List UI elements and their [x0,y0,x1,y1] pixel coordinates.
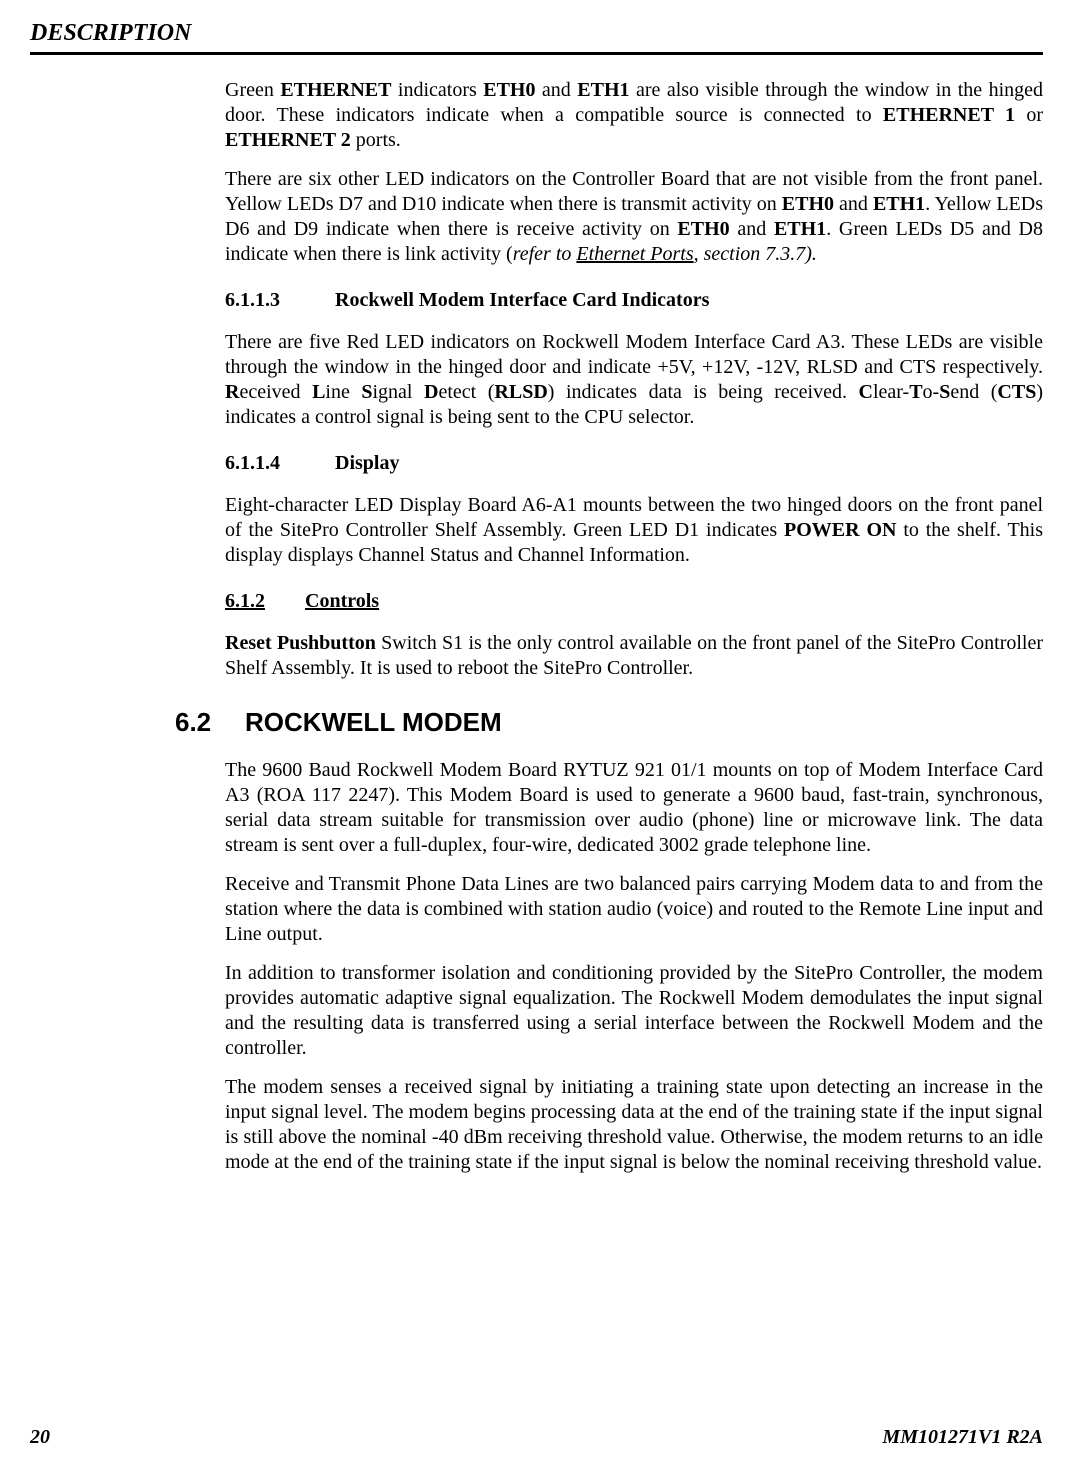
text: end ( [950,381,997,403]
text: ) indicates data is being received. [548,381,859,403]
term-eth0: ETH0 [782,193,834,215]
text: and [535,79,577,101]
term-rlsd: RLSD [494,381,547,403]
text: ignal [373,381,425,403]
header-rule [30,52,1043,55]
heading-text: Display [335,452,399,474]
term-eth0: ETH0 [677,218,729,240]
heading-text: ROCKWELL MODEM [245,707,502,737]
text: , section 7.3.7). [694,243,817,265]
heading-number: 6.1.2 [225,590,305,613]
page-number: 20 [30,1426,50,1449]
text: and [730,218,774,240]
heading-6-2: 6.2ROCKWELL MODEM [175,707,1043,738]
text: eceived [239,381,312,403]
term-power-on: POWER ON [784,519,896,541]
term-ethernet-2: ETHERNET 2 [225,129,351,151]
paragraph-display: Eight-character LED Display Board A6-A1 … [225,493,1043,568]
letter: D [424,381,438,403]
paragraph-modem-2: Receive and Transmit Phone Data Lines ar… [225,872,1043,947]
term-eth1: ETH1 [774,218,826,240]
page-content: Green ETHERNET indicators ETH0 and ETH1 … [225,78,1043,1189]
text: and [834,193,873,215]
term-reset-pushbutton: Reset Pushbutton [225,632,376,654]
heading-6-1-1-3: 6.1.1.3Rockwell Modem Interface Card Ind… [225,289,1043,312]
text-italic: refer to Ethernet Ports, section 7.3.7). [513,243,817,265]
heading-text: Controls [305,590,379,612]
text: Green [225,79,280,101]
heading-6-1-2: 6.1.2Controls [225,590,1043,613]
page-header-title: DESCRIPTION [30,20,191,47]
text: indicators [391,79,483,101]
text: refer to [513,243,577,265]
heading-number: 6.1.1.4 [225,452,335,475]
heading-text: Rockwell Modem Interface Card Indicators [335,289,709,311]
letter: C [859,381,873,403]
term-cts: CTS [997,381,1036,403]
heading-6-1-1-4: 6.1.1.4Display [225,452,1043,475]
letter: S [361,381,372,403]
text: ports. [351,129,401,151]
letter: R [225,381,239,403]
heading-number: 6.2 [175,707,245,738]
paragraph-rockwell-modem-card: There are five Red LED indicators on Roc… [225,330,1043,430]
heading-number: 6.1.1.3 [225,289,335,312]
text: o- [923,381,940,403]
term-eth1: ETH1 [577,79,629,101]
paragraph-led-indicators: There are six other LED indicators on th… [225,167,1043,267]
text: or [1015,104,1043,126]
paragraph-modem-1: The 9600 Baud Rockwell Modem Board RYTUZ… [225,758,1043,858]
heading-6-2-wrap: 6.2ROCKWELL MODEM [175,707,1043,738]
paragraph-modem-3: In addition to transformer isolation and… [225,961,1043,1061]
term-ethernet: ETHERNET [280,79,391,101]
crossref-link: Ethernet Ports [576,243,693,265]
page: DESCRIPTION Green ETHERNET indicators ET… [0,0,1073,1469]
term-ethernet-1: ETHERNET 1 [883,104,1015,126]
paragraph-modem-4: The modem senses a received signal by in… [225,1075,1043,1175]
term-eth0: ETH0 [483,79,535,101]
paragraph-eth-indicators: Green ETHERNET indicators ETH0 and ETH1 … [225,78,1043,153]
text: There are five Red LED indicators on Roc… [225,331,1043,378]
paragraph-controls: Reset Pushbutton Switch S1 is the only c… [225,631,1043,681]
text: etect ( [438,381,494,403]
letter: T [909,381,922,403]
text: ine [325,381,361,403]
term-eth1: ETH1 [873,193,925,215]
letter: S [939,381,950,403]
text: lear- [873,381,909,403]
document-id: MM101271V1 R2A [882,1426,1043,1449]
letter: L [312,381,325,403]
